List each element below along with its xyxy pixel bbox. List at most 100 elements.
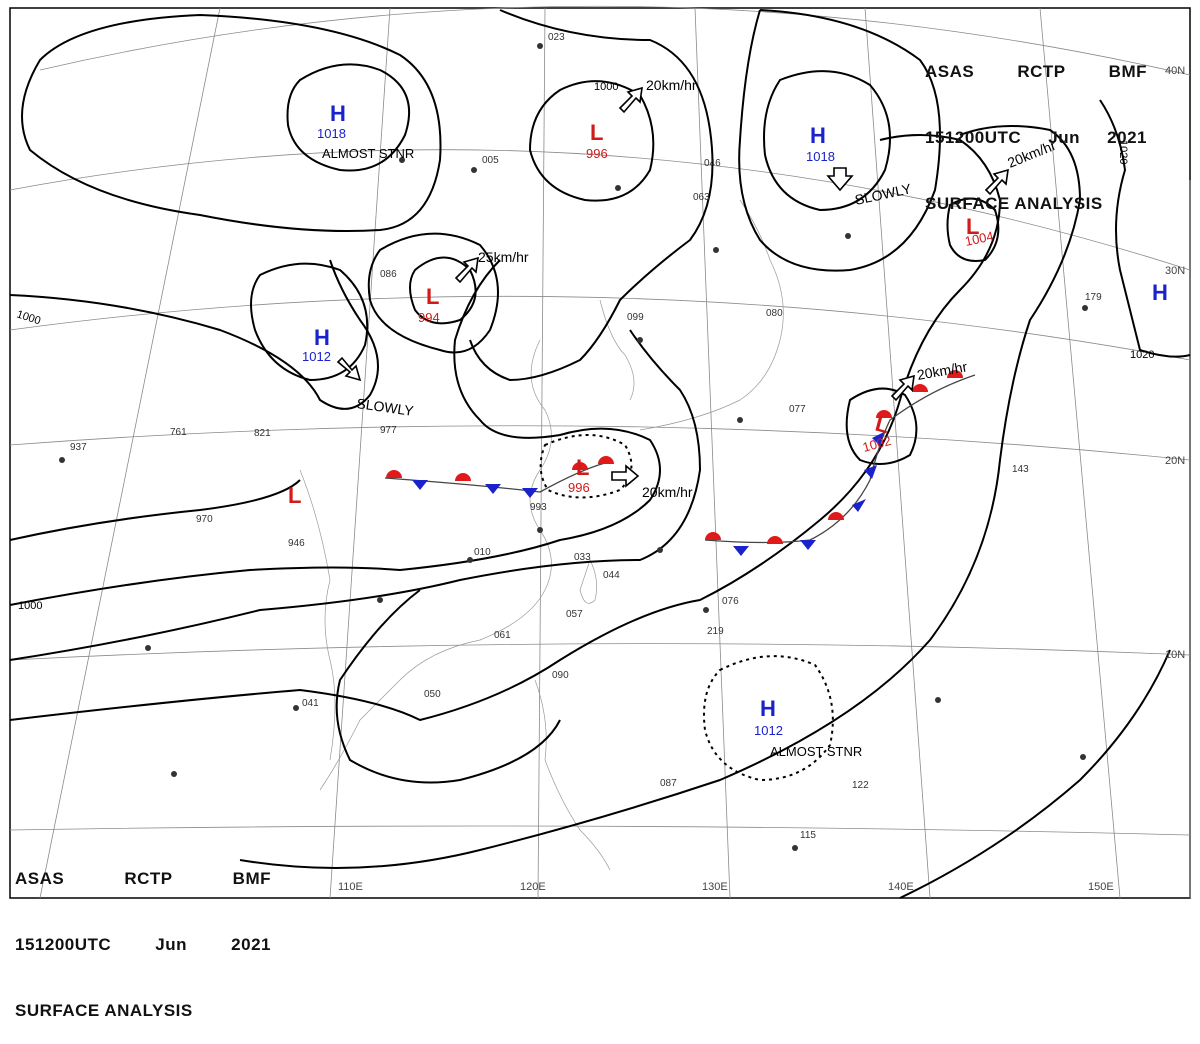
station-marker [657,547,663,553]
isobar-1020-east [1099,99,1191,358]
station-marker [1080,754,1086,760]
station-value: 063 [693,192,710,203]
motion-arrow-icon [618,86,643,114]
header-month: Jun [1048,128,1081,147]
motion-label: 25km/hr [478,249,529,265]
isobar-low-994 [409,256,477,325]
cold-front-triangle [412,480,428,490]
low-center-letter: L [873,411,892,439]
warm-front-semicircle [876,410,892,418]
station-plots [59,43,1088,851]
lon-line-110e [329,7,391,899]
station-value: 057 [566,609,583,620]
warm-front-semicircle [912,384,928,392]
motion-arrow-icon [454,256,479,284]
fronts [384,370,976,556]
header-title: SURFACE ANALYSIS [925,194,1103,213]
lon-line-140e [864,7,931,899]
station-value: 970 [196,514,213,525]
low-center-value: 994 [418,310,440,325]
header-code: BMF [1108,62,1147,81]
cold-front-triangle [872,432,884,446]
stationary-note: ALMOST STNR [322,146,414,161]
isobar-high-1018-west [286,63,411,172]
header-code: BMF [232,869,271,888]
station-value: 076 [722,596,739,607]
high-center-value: 1018 [317,126,346,141]
station-marker [1082,305,1088,311]
station-marker [471,167,477,173]
station-marker [637,337,643,343]
station-marker [537,527,543,533]
low-center-letter: L [288,483,301,508]
isobar-1000-central-loop [469,9,714,382]
isobar-label: 1000 [15,308,42,327]
station-value: 010 [474,547,491,558]
header-source: ASAS [15,869,65,888]
coast-philippines [534,679,611,871]
station-value: 821 [254,428,271,439]
lat-label-20n: 20N [1165,455,1185,467]
cold-front-triangle [733,546,749,556]
station-value: 061 [494,630,511,641]
high-center-letter: H [330,101,346,126]
weather-map: 023 005 046 063 086 099 080 077 993 010 … [9,5,1191,899]
warm-front-semicircle [455,473,471,481]
station-value: 044 [603,570,620,581]
station-marker [467,557,473,563]
station-value: 087 [660,778,677,789]
station-marker [145,645,151,651]
high-center-letter: H [314,325,330,350]
coast-indochina [299,469,336,761]
low-center-letter: L [426,284,439,309]
header-year: 2021 [231,935,271,954]
header-time: 151200UTC [925,128,1022,147]
station-value: 033 [574,552,591,563]
lat-line-10n [9,643,1191,661]
low-center-letter: L [576,455,589,480]
station-marker [845,233,851,239]
header-line-1: ASAS RCTP BMF [15,868,271,890]
station-marker [293,705,299,711]
motion-label: 20km/hr [646,77,697,93]
motion-label: SLOWLY [853,180,913,208]
station-value: 041 [302,698,319,709]
warm-front-semicircle [705,532,721,540]
isobars [9,9,1191,899]
station-marker [713,247,719,253]
station-value: 046 [704,158,721,169]
isobar-label: 1000 [594,81,618,93]
station-marker [792,845,798,851]
motion-arrow-icon [611,464,640,488]
header-title: SURFACE ANALYSIS [15,1001,193,1020]
station-value: 179 [1085,292,1102,303]
warm-front-semicircle [767,536,783,544]
station-value: 023 [548,32,565,43]
isobar-label: 1020 [1117,140,1129,164]
isobar-1000-west-south [9,259,379,410]
lat-line-25n [9,295,1191,361]
station-value: 219 [707,626,724,637]
isobar-low-1004 [946,197,1000,262]
station-marker [703,607,709,613]
low-center-value: 996 [568,480,590,495]
motion-arrows [336,86,1009,488]
isobar-low-994-outer [367,232,499,354]
warm-front-semicircle [598,456,614,464]
station-value: 077 [789,404,806,415]
high-center-value: 1012 [302,349,331,364]
isobar-1000-main [9,259,661,606]
station-value: 115 [800,830,816,841]
lon-label-130e: 130E [702,881,728,893]
motion-arrow-icon [984,168,1009,196]
motion-arrow-icon [826,167,854,192]
isobar-label: 1020 [1130,349,1154,361]
motion-label: 20km/hr [642,484,693,500]
station-value: 993 [530,502,547,513]
lon-label-150e: 150E [1088,881,1114,893]
cold-front-triangle [522,488,538,498]
isobar-ring-west-outer [21,14,442,232]
map-header-top-right: ASAS RCTP BMF 151200UTC Jun 2021 SURFACE… [925,17,1147,237]
header-line-2: 151200UTC Jun 2021 [15,934,271,956]
low-center-letter: L [966,214,979,239]
